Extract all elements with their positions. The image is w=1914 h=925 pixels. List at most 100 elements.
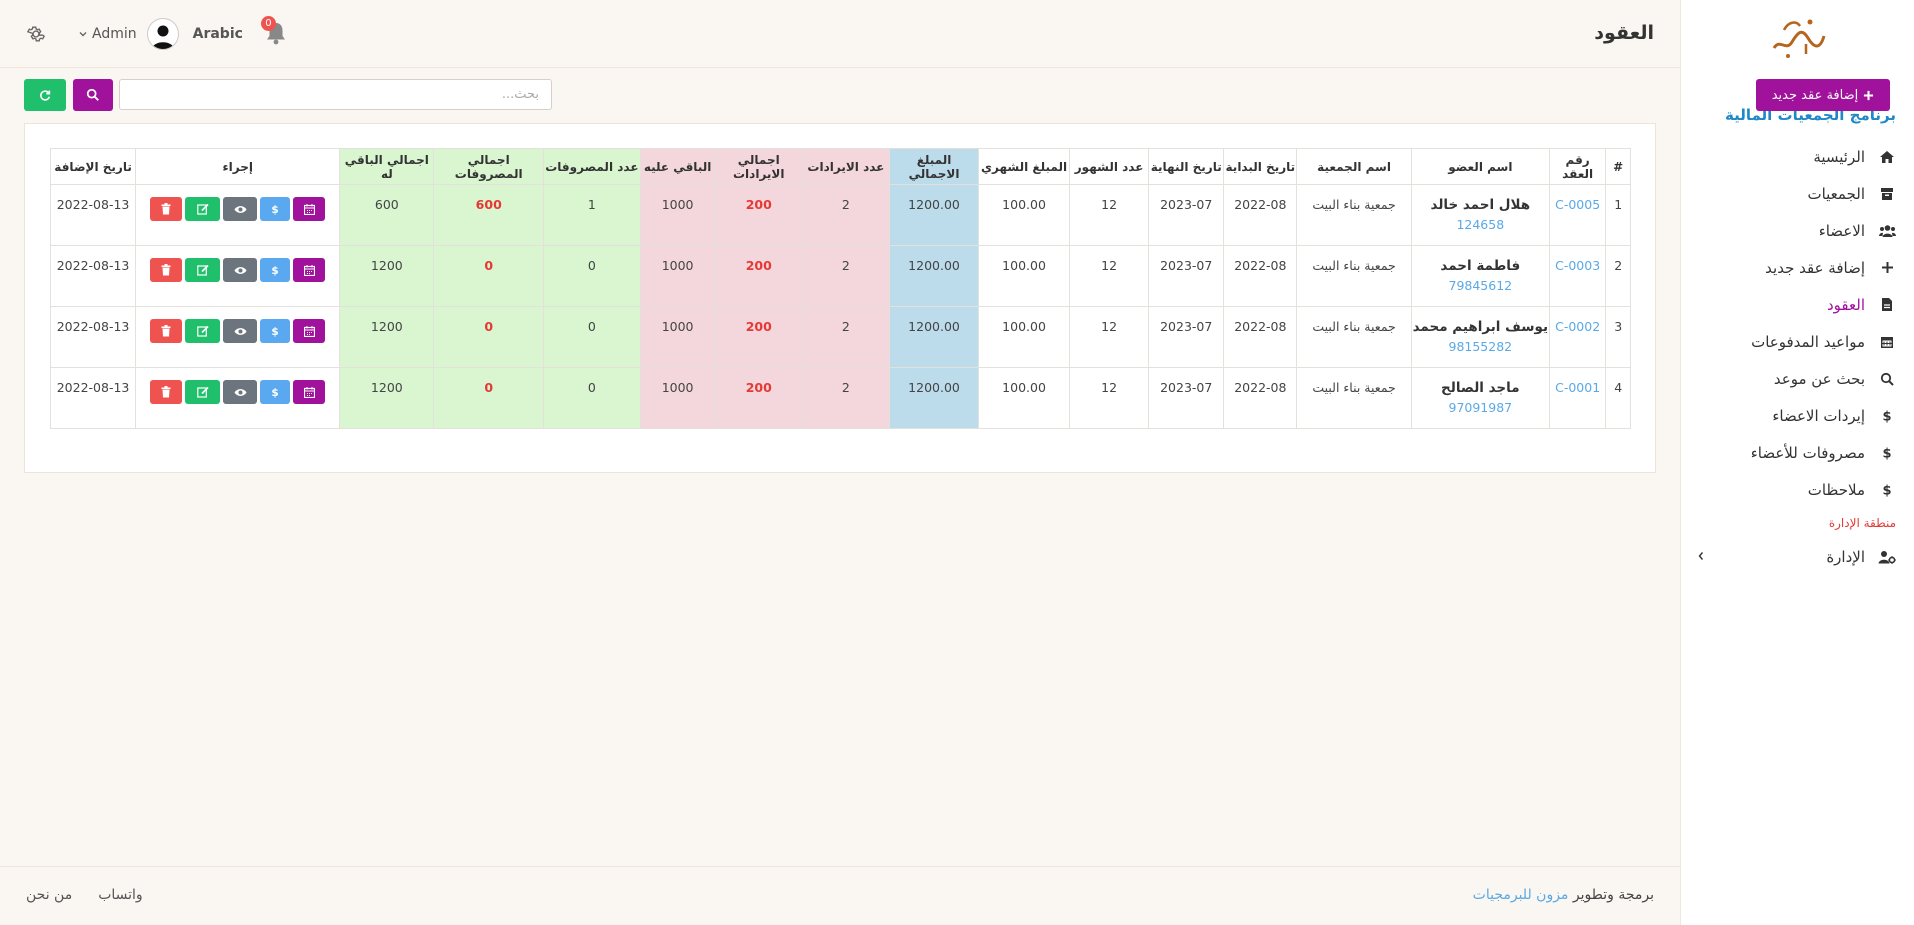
delete-button[interactable]: [150, 258, 183, 282]
cell-text: 200: [745, 258, 772, 273]
column-header: عدد المصروفات: [543, 148, 641, 185]
column-header: رقم العقد: [1548, 148, 1607, 185]
cell-revenue-count: 2: [801, 367, 890, 429]
payment-button[interactable]: $: [260, 258, 291, 282]
cell-text: 2023-07: [1160, 319, 1213, 334]
eye-icon: [234, 205, 247, 213]
file-icon: [1878, 297, 1896, 312]
cell-text: 12: [1101, 197, 1118, 212]
calendar-icon: [1878, 335, 1896, 349]
settings-button[interactable]: [26, 24, 46, 48]
cell-text: 2022-08: [1234, 197, 1287, 212]
payments-schedule-button[interactable]: [293, 319, 326, 343]
cell-text: 12: [1101, 319, 1118, 334]
cell-revenue-total: 200: [714, 367, 803, 429]
user-area: Admin Arabic 0: [78, 16, 289, 51]
payments-schedule-button[interactable]: [293, 197, 326, 221]
member-phone[interactable]: 124658: [1456, 217, 1505, 232]
delete-button[interactable]: [150, 197, 183, 221]
cell-months: 12: [1069, 306, 1150, 368]
cell-expense-count: 0: [543, 367, 641, 429]
cell-text: 1200: [370, 258, 403, 273]
sidebar-item-4[interactable]: إضافة عقد جديد: [1681, 249, 1914, 286]
sidebar-item-9[interactable]: $ مصروفات للأعضاء: [1681, 434, 1914, 471]
cell-text: 2022-08: [1234, 319, 1287, 334]
cell-remaining-on: 1000: [639, 184, 716, 246]
calendar-icon: [303, 325, 315, 337]
view-button[interactable]: [223, 380, 258, 404]
notifications-button[interactable]: 0: [260, 16, 289, 48]
search-input[interactable]: [119, 79, 552, 110]
dollar-icon: $: [1878, 482, 1896, 498]
dollar-icon: $: [272, 387, 279, 398]
chevron-down-icon[interactable]: [78, 29, 88, 39]
sidebar-item-10[interactable]: $ ملاحظات: [1681, 471, 1914, 508]
view-button[interactable]: [223, 197, 258, 221]
sidebar-item-8[interactable]: $ إيردات الاعضاء: [1681, 397, 1914, 434]
sidebar-item-5[interactable]: العقود: [1681, 286, 1914, 323]
delete-button[interactable]: [150, 319, 183, 343]
users-icon: [1878, 224, 1896, 238]
column-header: المبلغ الشهري: [978, 148, 1071, 185]
search-button[interactable]: [73, 79, 113, 111]
language-selector[interactable]: Arabic: [192, 26, 243, 42]
sidebar-item-admin[interactable]: الإدارة: [1681, 538, 1914, 575]
contracts-card: # رقم العقد اسم العضو اسم الجمعية تاريخ البد…: [24, 123, 1656, 473]
sidebar-item-2[interactable]: الجمعيات: [1681, 175, 1914, 212]
contract-link[interactable]: C-0003: [1555, 258, 1601, 273]
member-phone[interactable]: 98155282: [1448, 339, 1513, 354]
cell-text: 2022-08: [1234, 258, 1287, 273]
view-button[interactable]: [223, 319, 258, 343]
sidebar-item-label: ملاحظات: [1807, 480, 1865, 499]
payment-button[interactable]: $: [260, 319, 291, 343]
contract-link[interactable]: C-0002: [1555, 319, 1601, 334]
sidebar-menu: الرئيسية الجمعيات الاعضاء إضافة عقد جديد الع…: [1681, 138, 1914, 575]
sidebar-item-7[interactable]: بحث عن موعد: [1681, 360, 1914, 397]
edit-button[interactable]: [185, 319, 221, 343]
edit-icon: [196, 386, 209, 398]
avatar[interactable]: [146, 18, 179, 50]
sidebar-item-label: الاعضاء: [1818, 221, 1865, 240]
refresh-button[interactable]: [24, 79, 66, 111]
edit-button[interactable]: [185, 380, 221, 404]
cell-text: 1200.00: [908, 258, 960, 273]
trash-icon: [161, 325, 171, 337]
edit-button[interactable]: [185, 197, 221, 221]
cell-text: 2022-08-13: [56, 319, 130, 334]
column-header: اسم الجمعية: [1296, 148, 1412, 185]
cell-remaining-for: 1200: [339, 245, 435, 307]
sidebar-item-label: مواعيد المدفوعات: [1751, 332, 1865, 351]
contract-link[interactable]: C-0001: [1555, 380, 1601, 395]
payments-schedule-button[interactable]: [293, 258, 326, 282]
cell-added: 2022-08-13: [49, 184, 137, 246]
delete-button[interactable]: [150, 380, 183, 404]
sidebar-item-6[interactable]: مواعيد المدفوعات: [1681, 323, 1914, 360]
cell-monthly: 100.00: [978, 245, 1071, 307]
payments-schedule-button[interactable]: [293, 380, 326, 404]
payment-button[interactable]: $: [260, 380, 291, 404]
cell-text: 2023-07: [1160, 380, 1213, 395]
cell-text: 1000: [661, 197, 694, 212]
footer-link-about[interactable]: من نحن: [26, 887, 73, 903]
dollar-icon: $: [272, 326, 279, 337]
footer-link-whatsapp[interactable]: واتساب: [98, 887, 143, 903]
sidebar-item-3[interactable]: الاعضاء: [1681, 212, 1914, 249]
cell-text: 1000: [661, 319, 694, 334]
credit-brand-link[interactable]: مزون للبرمجيات: [1472, 887, 1569, 903]
cell-monthly: 100.00: [978, 306, 1071, 368]
edit-button[interactable]: [185, 258, 221, 282]
topbar: العقود Admin Arabic: [0, 0, 1680, 68]
add-contract-button[interactable]: إضافة عقد جديد: [1756, 79, 1890, 111]
member-phone[interactable]: 79845612: [1448, 278, 1513, 293]
cell-revenue-count: 2: [801, 184, 890, 246]
member-phone[interactable]: 97091987: [1448, 400, 1513, 415]
contract-link[interactable]: C-0005: [1555, 197, 1601, 212]
sidebar-item-1[interactable]: الرئيسية: [1681, 138, 1914, 175]
cell-association: جمعية بناء البيت: [1296, 184, 1412, 246]
cell-months: 12: [1069, 367, 1150, 429]
calendar-icon: [303, 203, 315, 215]
payment-button[interactable]: $: [260, 197, 291, 221]
column-header: #: [1605, 148, 1631, 185]
user-name[interactable]: Admin: [92, 26, 137, 42]
view-button[interactable]: [223, 258, 258, 282]
